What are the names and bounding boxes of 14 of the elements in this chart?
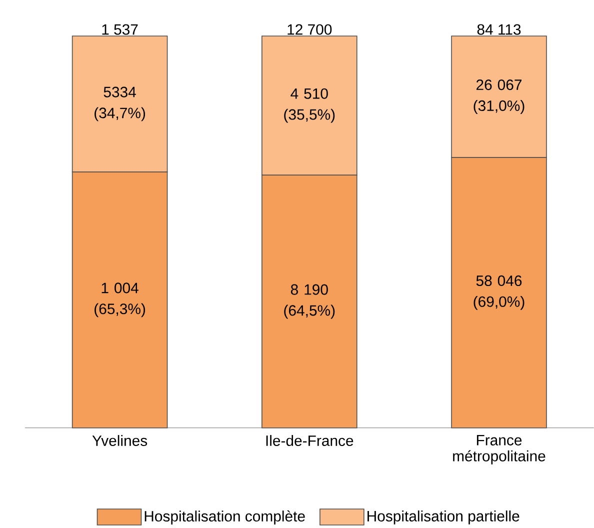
data-label: 1 004 (65,3%): [94, 282, 146, 318]
x-tick-label: Yvelines: [92, 435, 148, 446]
data-label: 58 046 (69,0%): [474, 276, 524, 310]
data-label: 8 190 (64,5%): [284, 284, 335, 319]
annotation: 84 113: [477, 24, 521, 35]
legend-label: Hospitalisation partielle: [368, 510, 520, 525]
data-label: 4 510 (35,5%): [284, 88, 335, 123]
x-tick-label: Ile-de-France: [266, 435, 354, 446]
annotation: 1 537: [102, 24, 138, 35]
data-label: 26 067 (31,0%): [474, 80, 524, 114]
legend-label: Hospitalisation complète: [144, 510, 305, 525]
data-label: 5334 (34,7%): [94, 86, 146, 122]
annotation: 12 700: [288, 24, 332, 35]
x-tick-label: France métropolitaine: [453, 435, 546, 465]
